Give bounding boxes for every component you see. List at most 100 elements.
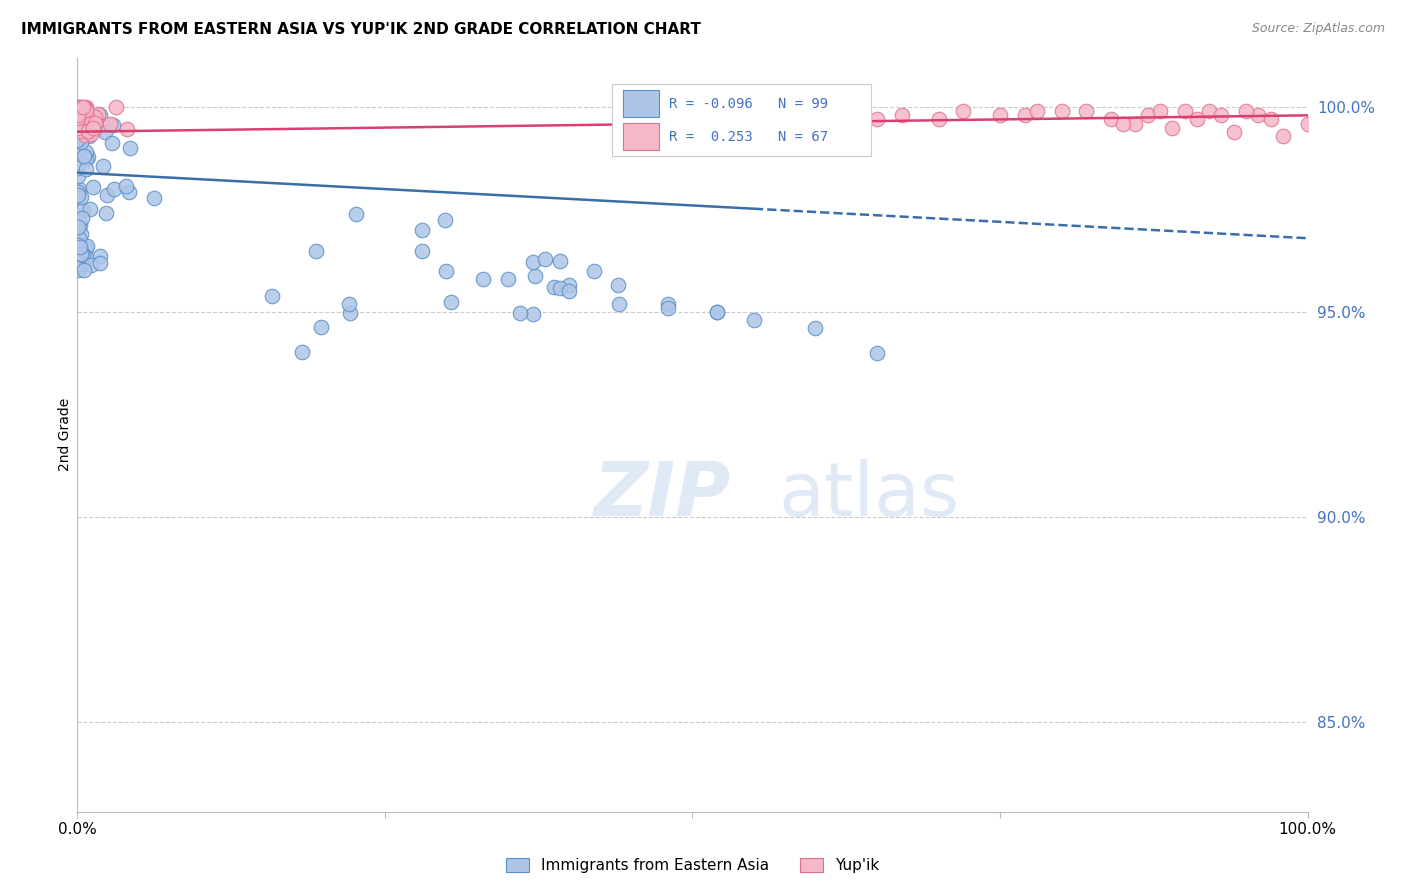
Point — [66, 238, 89, 252]
Point — [1161, 120, 1184, 135]
Point — [89, 249, 111, 263]
Point — [66, 100, 89, 114]
Point — [305, 244, 328, 258]
Point — [94, 125, 117, 139]
Point — [77, 115, 100, 129]
Point — [706, 305, 728, 319]
Text: ZIP: ZIP — [595, 458, 731, 532]
Point — [120, 140, 142, 154]
Point — [558, 278, 581, 293]
Point — [75, 250, 97, 264]
Point — [70, 135, 93, 149]
Point — [1260, 112, 1282, 127]
Text: atlas: atlas — [779, 458, 959, 532]
Point — [73, 149, 96, 163]
Point — [69, 118, 91, 132]
Point — [866, 112, 889, 127]
Point — [66, 188, 89, 202]
Point — [1211, 108, 1233, 122]
Point — [66, 133, 89, 147]
Point — [1185, 112, 1208, 127]
Point — [534, 252, 557, 266]
Point — [72, 103, 94, 117]
Point — [67, 108, 90, 122]
Point — [1026, 104, 1049, 119]
Point — [657, 301, 679, 315]
Point — [75, 103, 97, 118]
Point — [115, 121, 138, 136]
Point — [67, 247, 90, 261]
Point — [70, 256, 93, 270]
Point — [69, 124, 91, 138]
Point — [70, 110, 93, 124]
Text: R =  0.253   N = 67: R = 0.253 N = 67 — [669, 129, 828, 144]
Point — [522, 254, 544, 268]
Point — [66, 111, 89, 125]
Point — [86, 107, 108, 121]
Point — [76, 124, 98, 138]
Point — [72, 257, 94, 271]
Point — [67, 109, 90, 123]
Point — [66, 143, 89, 157]
Point — [84, 110, 107, 124]
Point — [76, 125, 98, 139]
Point — [77, 150, 100, 164]
Point — [337, 297, 360, 311]
Point — [82, 180, 104, 194]
Point — [548, 253, 571, 268]
Point — [80, 127, 103, 141]
Point — [339, 306, 361, 320]
Legend: Immigrants from Eastern Asia, Yup'ik: Immigrants from Eastern Asia, Yup'ik — [499, 852, 886, 880]
Point — [66, 250, 89, 264]
Point — [105, 100, 128, 114]
Point — [411, 244, 433, 258]
Point — [89, 256, 111, 270]
Point — [67, 100, 90, 114]
Point — [67, 231, 90, 245]
Point — [657, 297, 679, 311]
Point — [67, 116, 90, 130]
Point — [67, 182, 90, 196]
Point — [70, 245, 93, 260]
Point — [67, 215, 90, 229]
Point — [73, 112, 96, 126]
Point — [70, 116, 93, 130]
Point — [72, 262, 94, 277]
Point — [1014, 108, 1036, 122]
Point — [75, 161, 97, 176]
Point — [988, 108, 1011, 122]
Text: R = -0.096   N = 99: R = -0.096 N = 99 — [669, 96, 828, 111]
Point — [75, 100, 97, 114]
Point — [543, 280, 565, 294]
Point — [84, 116, 107, 130]
Point — [66, 161, 89, 175]
Point — [66, 230, 89, 244]
Text: IMMIGRANTS FROM EASTERN ASIA VS YUP'IK 2ND GRADE CORRELATION CHART: IMMIGRANTS FROM EASTERN ASIA VS YUP'IK 2… — [21, 22, 702, 37]
Point — [890, 108, 912, 122]
Point — [1099, 112, 1122, 127]
Point — [607, 278, 630, 293]
Point — [1112, 116, 1135, 130]
Point — [524, 268, 547, 283]
Point — [66, 134, 89, 148]
Point — [70, 190, 93, 204]
Point — [291, 345, 314, 359]
Point — [440, 294, 463, 309]
Point — [66, 134, 89, 148]
Point — [70, 256, 93, 270]
Point — [67, 120, 90, 135]
Point — [928, 112, 950, 127]
Point — [1076, 104, 1098, 119]
Point — [96, 206, 118, 220]
Point — [73, 101, 96, 115]
Point — [66, 120, 89, 134]
Point — [66, 263, 89, 277]
Point — [70, 211, 93, 225]
Point — [67, 219, 90, 234]
Point — [76, 239, 98, 253]
Point — [309, 320, 332, 334]
Point — [1223, 125, 1246, 139]
Point — [522, 307, 544, 321]
Point — [1050, 104, 1073, 119]
Point — [583, 264, 606, 278]
